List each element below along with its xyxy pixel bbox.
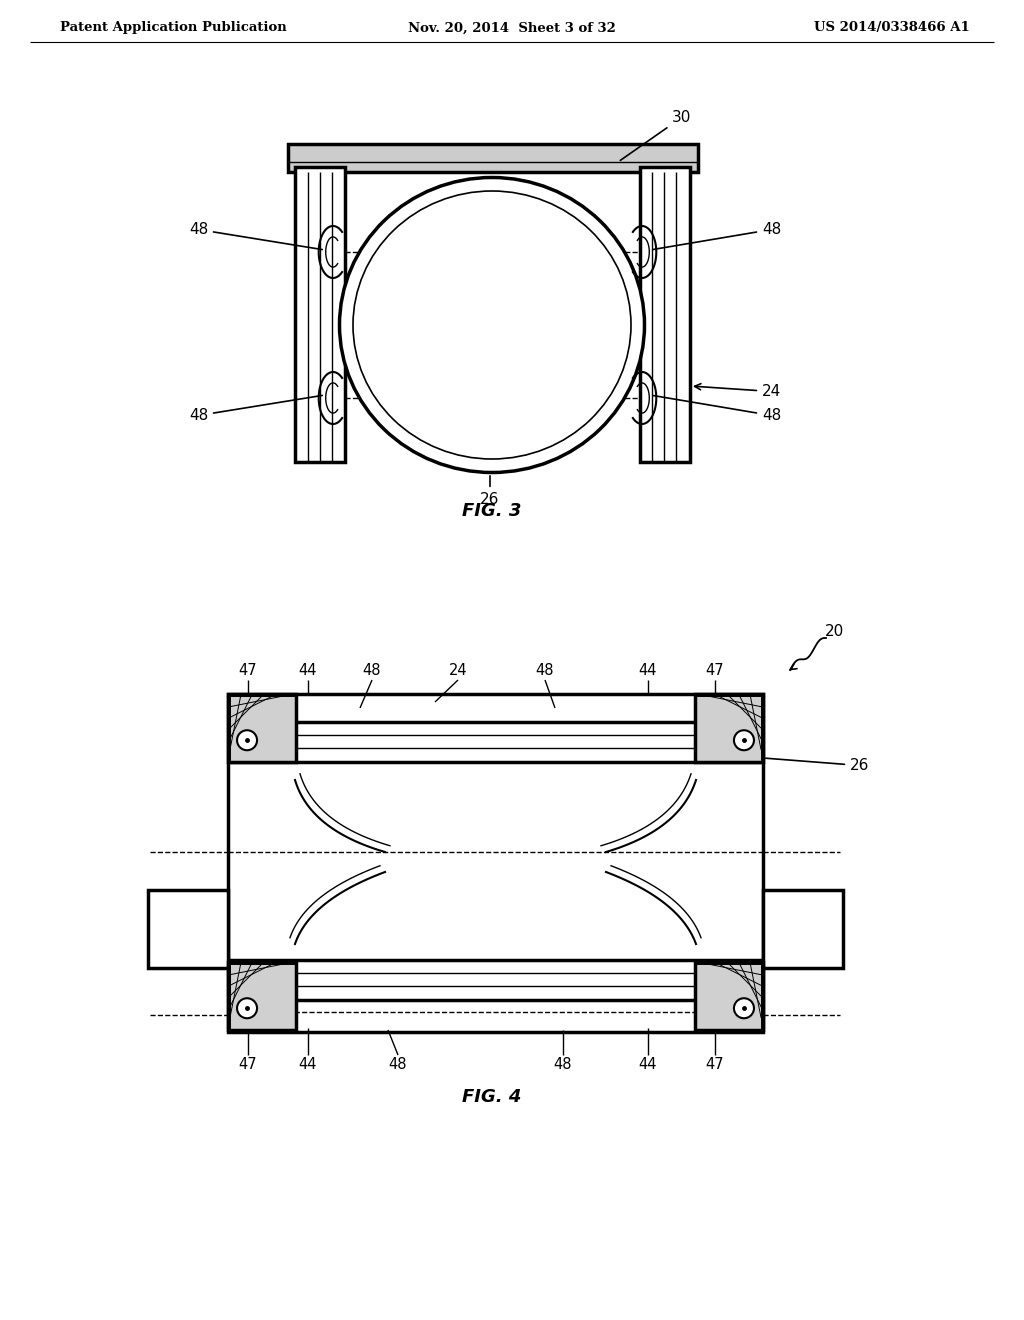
Bar xyxy=(295,168,345,462)
Text: 30: 30 xyxy=(621,110,691,161)
Text: FIG. 3: FIG. 3 xyxy=(462,502,521,520)
Text: 47: 47 xyxy=(706,1057,724,1072)
Text: 48: 48 xyxy=(554,1057,572,1072)
Circle shape xyxy=(734,998,754,1018)
Text: Patent Application Publication: Patent Application Publication xyxy=(60,21,287,34)
Bar xyxy=(695,694,763,762)
Bar xyxy=(148,890,228,968)
Text: 20: 20 xyxy=(825,624,845,639)
Text: Nov. 20, 2014  Sheet 3 of 32: Nov. 20, 2014 Sheet 3 of 32 xyxy=(408,21,616,34)
Circle shape xyxy=(237,998,257,1018)
Text: 48: 48 xyxy=(536,663,554,678)
Ellipse shape xyxy=(340,177,644,473)
Text: 47: 47 xyxy=(239,663,257,678)
Text: 47: 47 xyxy=(706,663,724,678)
Bar xyxy=(640,168,690,462)
Text: FIG. 4: FIG. 4 xyxy=(462,1088,521,1106)
Text: 48: 48 xyxy=(652,396,781,422)
Circle shape xyxy=(734,730,754,750)
Bar xyxy=(288,144,698,172)
Text: 48: 48 xyxy=(188,396,323,422)
Text: 44: 44 xyxy=(299,663,317,678)
Bar xyxy=(763,890,843,968)
Text: 44: 44 xyxy=(639,1057,657,1072)
Text: 26: 26 xyxy=(480,475,500,507)
Text: 48: 48 xyxy=(389,1057,408,1072)
Text: 44: 44 xyxy=(299,1057,317,1072)
Text: 24: 24 xyxy=(449,663,467,678)
Bar xyxy=(695,962,763,1030)
Text: US 2014/0338466 A1: US 2014/0338466 A1 xyxy=(814,21,970,34)
Text: 24: 24 xyxy=(694,384,781,399)
Circle shape xyxy=(237,730,257,750)
Bar xyxy=(228,694,763,1032)
Text: 44: 44 xyxy=(639,663,657,678)
Text: 26: 26 xyxy=(766,758,869,774)
Bar xyxy=(228,694,296,762)
Text: 47: 47 xyxy=(239,1057,257,1072)
Text: 48: 48 xyxy=(188,222,323,249)
Text: 48: 48 xyxy=(652,222,781,249)
Text: 48: 48 xyxy=(362,663,381,678)
Ellipse shape xyxy=(353,191,631,459)
Bar xyxy=(228,962,296,1030)
